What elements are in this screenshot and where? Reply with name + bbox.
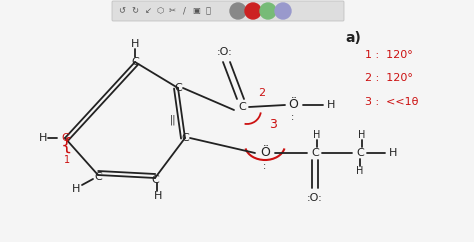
- FancyBboxPatch shape: [112, 1, 344, 21]
- Text: 3 :  <<1θ: 3 : <<1θ: [365, 97, 419, 107]
- Circle shape: [275, 3, 291, 19]
- Text: C: C: [94, 172, 102, 182]
- Text: C: C: [174, 83, 182, 93]
- Text: C: C: [61, 133, 69, 143]
- Text: ||: ||: [170, 115, 176, 125]
- Text: :O:: :O:: [217, 47, 233, 57]
- Text: a): a): [345, 31, 361, 45]
- Text: C: C: [131, 57, 139, 67]
- Text: H: H: [313, 130, 321, 140]
- Text: 2 :  120°: 2 : 120°: [365, 73, 413, 83]
- Text: H: H: [154, 191, 162, 201]
- Text: C: C: [181, 133, 189, 143]
- Text: 2: 2: [258, 88, 265, 98]
- Text: ⬛: ⬛: [206, 7, 210, 15]
- Text: H: H: [358, 130, 365, 140]
- Text: H: H: [327, 100, 335, 110]
- Text: H: H: [356, 166, 364, 176]
- Text: ↺: ↺: [118, 7, 126, 15]
- Text: 1 :  120°: 1 : 120°: [365, 50, 413, 60]
- Text: :: :: [292, 112, 295, 122]
- Text: H: H: [131, 39, 139, 49]
- Text: 3: 3: [269, 119, 277, 131]
- Circle shape: [260, 3, 276, 19]
- Text: C: C: [311, 148, 319, 158]
- Text: ↻: ↻: [131, 7, 138, 15]
- Text: ▣: ▣: [192, 7, 200, 15]
- Text: Ö: Ö: [288, 98, 298, 112]
- Text: /: /: [182, 7, 185, 15]
- Text: C: C: [238, 102, 246, 112]
- Text: :O:: :O:: [307, 193, 323, 203]
- Text: Ö: Ö: [260, 146, 270, 159]
- Text: ✂: ✂: [168, 7, 175, 15]
- Text: C: C: [151, 175, 159, 185]
- Text: H: H: [39, 133, 47, 143]
- Text: {: {: [61, 137, 73, 155]
- Text: 1: 1: [64, 155, 70, 165]
- Text: ↙: ↙: [145, 7, 152, 15]
- Circle shape: [245, 3, 261, 19]
- Text: H: H: [389, 148, 397, 158]
- Text: ⬡: ⬡: [156, 7, 164, 15]
- Text: C: C: [356, 148, 364, 158]
- Text: :: :: [264, 161, 266, 171]
- Text: H: H: [72, 184, 80, 194]
- Circle shape: [230, 3, 246, 19]
